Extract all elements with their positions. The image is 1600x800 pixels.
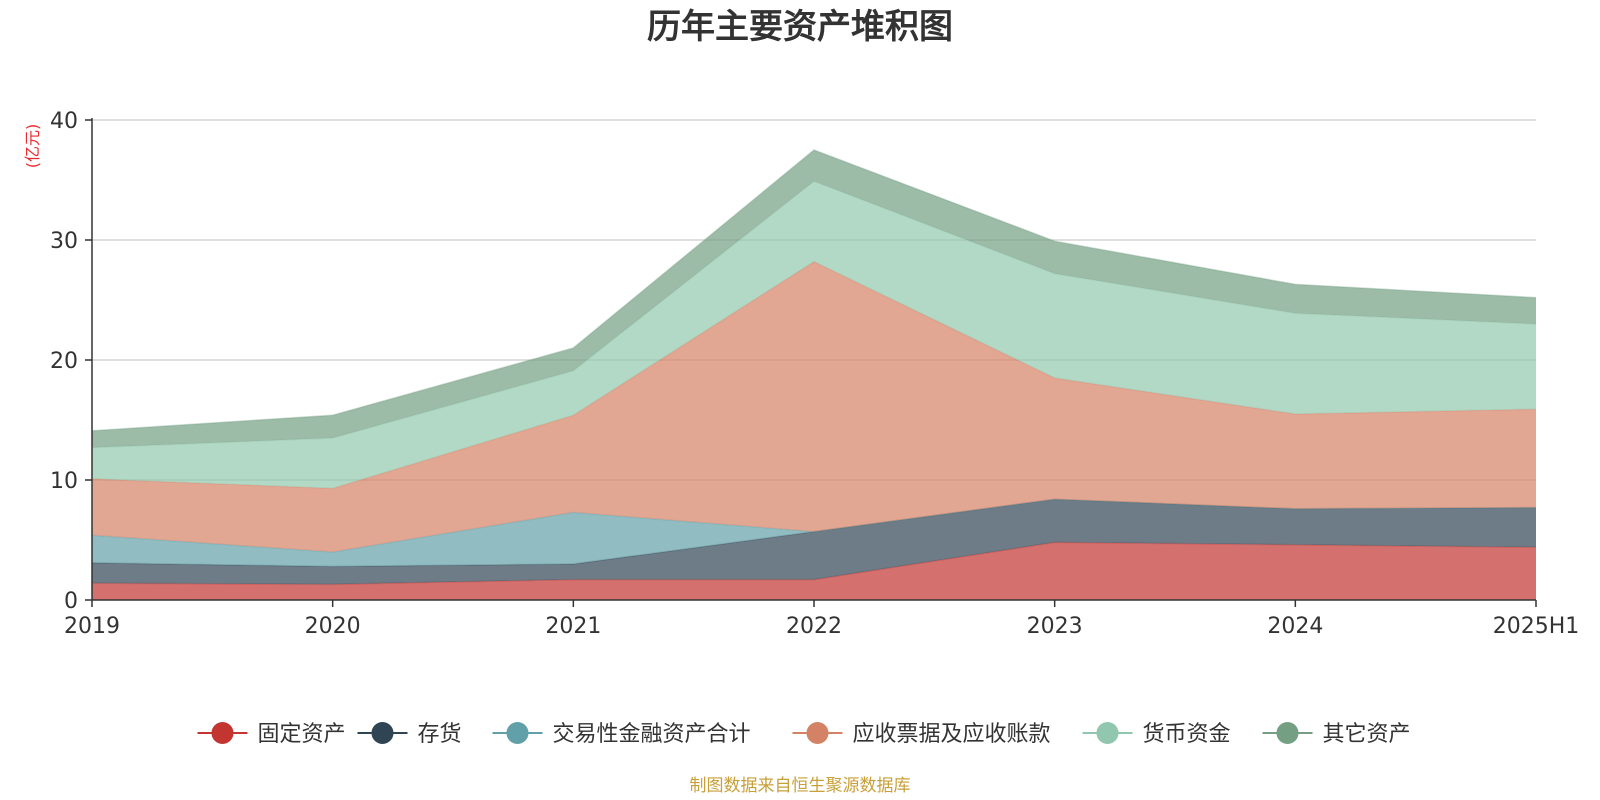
legend-label: 固定资产 [258,722,346,747]
legend-marker [1096,722,1119,744]
chart-title: 历年主要资产堆积图 [647,7,953,47]
y-axis-unit: (亿元) [23,124,42,169]
x-tick-label: 2022 [786,614,842,639]
legend-label: 交易性金融资产合计 [553,722,751,747]
x-tick-label: 2021 [545,614,601,639]
area-series-edge-5 [91,149,1537,432]
legend[interactable]: 固定资产 存货 交易性金融资产合计 应收票据及应收账款 货币资金 其它资产 [197,722,1411,747]
y-tick-label: 20 [50,349,78,374]
legend-label: 存货 [418,722,462,747]
axes: 0 10 20 30 40 2019 2020 2021 2022 2023 2024 2025H1 [50,109,1579,639]
legend-marker [211,722,234,744]
legend-label: 其它资产 [1323,722,1411,747]
area-series-3 [92,261,1536,552]
y-tick-label: 30 [50,229,78,254]
y-tick-label: 10 [50,469,78,494]
y-tick-label: 0 [64,589,78,614]
x-tick-label: 2024 [1267,614,1323,639]
y-tick-label: 40 [50,109,78,134]
x-tick-label: 2019 [64,614,120,639]
x-tick-label: 2025H1 [1493,614,1580,639]
x-tick-label: 2020 [305,614,361,639]
legend-item-4[interactable]: 货币资金 [1082,722,1231,747]
legend-marker [506,722,529,744]
area-series-2 [92,499,1536,567]
legend-item-5[interactable]: 其它资产 [1262,722,1411,747]
area-series-0 [92,542,1536,600]
area-series-1 [92,499,1536,585]
legend-label: 应收票据及应收账款 [853,722,1051,747]
legend-item-2[interactable]: 交易性金融资产合计 [492,722,751,747]
legend-item-0[interactable]: 固定资产 [197,722,346,747]
legend-marker [371,722,394,744]
area-series-5 [92,150,1536,448]
x-tick-label: 2023 [1027,614,1083,639]
legend-item-1[interactable]: 存货 [357,722,462,747]
legend-marker [806,722,829,744]
legend-item-3[interactable]: 应收票据及应收账款 [792,722,1051,747]
source-note: 制图数据来自恒生聚源数据库 [690,776,911,796]
area-series-group [91,149,1537,600]
area-series-4 [92,181,1536,489]
legend-label: 货币资金 [1143,722,1231,747]
legend-marker [1276,722,1299,744]
